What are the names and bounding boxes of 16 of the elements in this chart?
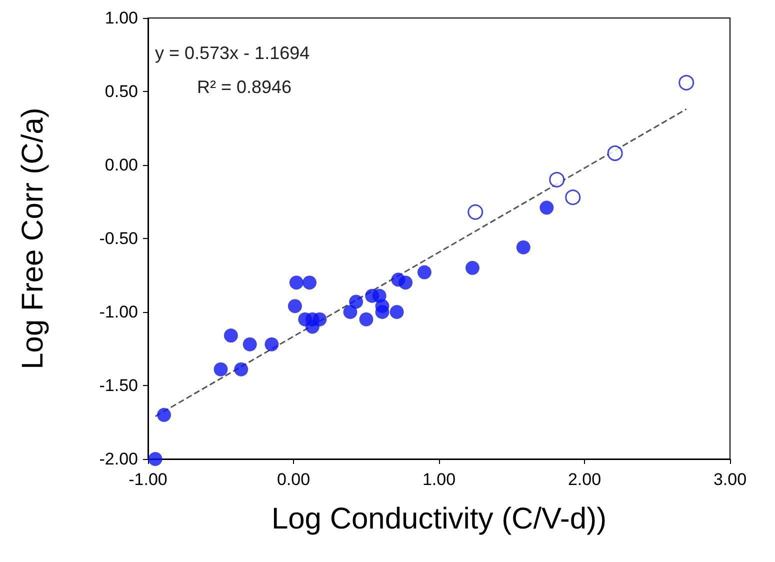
y-tick-label: -2.00 <box>99 450 138 468</box>
x-axis-title: Log Conductivity (C/V-d)) <box>271 502 607 536</box>
annotation: y = 0.573x - 1.1694 <box>155 43 310 63</box>
y-tick-label: 0.00 <box>104 156 138 174</box>
y-tick-label: 1.00 <box>104 8 138 28</box>
x-tick-label: 1.00 <box>422 470 456 489</box>
x-tick-label: 0.00 <box>276 470 310 489</box>
y-axis-title: Log Free Corr (C/a) <box>16 108 50 370</box>
x-tick-label: 2.00 <box>568 470 602 489</box>
annotation: R² = 0.8946 <box>197 77 292 97</box>
y-tick-label: -1.50 <box>99 376 138 395</box>
y-tick-label: 0.50 <box>104 82 138 101</box>
y-tick-label: -0.50 <box>99 229 138 248</box>
y-tick-label: -1.00 <box>99 302 138 322</box>
x-tick-label: 3.00 <box>713 470 747 489</box>
x-tick-label: -1.00 <box>128 470 168 489</box>
